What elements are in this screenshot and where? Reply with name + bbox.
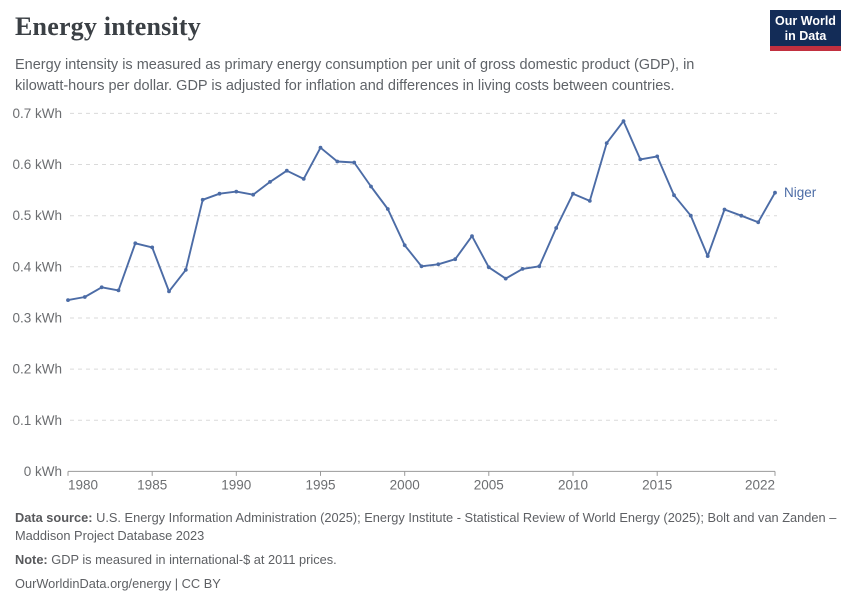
x-axis: 1980 1985 1990 1995 2000 2005 2010 2015 2022 — [67, 471, 776, 492]
data-point — [301, 177, 306, 181]
x-tick-label: 1995 — [305, 477, 335, 492]
chart-subtitle: Energy intensity is measured as primary … — [15, 55, 755, 97]
data-point — [82, 295, 87, 299]
data-point — [369, 184, 373, 189]
data-point — [150, 245, 155, 250]
data-point — [722, 207, 727, 212]
note-text: GDP is measured in international-$ at 20… — [51, 552, 337, 568]
data-source-line: Data source: U.S. Energy Information Adm… — [15, 509, 837, 545]
data-point — [284, 168, 289, 173]
data-point — [116, 288, 121, 293]
owid-logo-line1: Our World — [775, 14, 836, 28]
data-point — [587, 199, 592, 203]
data-point — [251, 192, 256, 197]
chart-footer: Data source: U.S. Energy Information Adm… — [15, 509, 837, 600]
y-grid: 0 kWh 0.1 kWh 0.2 kWh 0.3 kWh 0.4 kWh 0.5 kWh… — [12, 106, 777, 479]
data-point — [571, 191, 575, 196]
data-point — [756, 220, 761, 225]
data-point — [672, 193, 676, 198]
data-point — [621, 119, 626, 123]
x-tick-label: 2010 — [558, 477, 588, 492]
data-point — [655, 154, 660, 159]
x-tick-label: 2000 — [390, 477, 420, 492]
y-tick-label: 0.3 kWh — [12, 311, 62, 326]
data-point — [200, 197, 205, 202]
citation-line: OurWorldinData.org/energy | CC BY — [15, 576, 221, 592]
data-point — [486, 265, 491, 270]
owid-logo-line2: in Data — [784, 29, 827, 44]
data-point — [773, 190, 777, 195]
x-tick-label: 1985 — [137, 477, 167, 492]
subtitle-line-1: Energy intensity is measured as primary … — [15, 57, 695, 73]
data-point — [554, 226, 559, 230]
data-point — [183, 268, 188, 272]
note-label: Note: — [15, 552, 48, 568]
data-points — [66, 119, 777, 302]
data-point — [688, 213, 693, 218]
data-point — [470, 234, 474, 239]
x-tick-label: 2022 — [745, 477, 775, 492]
data-point — [268, 180, 272, 184]
data-point — [99, 285, 104, 290]
data-point — [537, 264, 542, 269]
y-tick-label: 0.5 kWh — [12, 208, 62, 223]
data-point — [352, 160, 357, 165]
series-label: Niger — [784, 185, 817, 200]
data-point — [167, 289, 171, 294]
subtitle-line-2: kilowatt-hours per dollar. GDP is adjust… — [15, 78, 675, 95]
data-point — [402, 243, 407, 248]
y-tick-label: 0.2 kWh — [12, 362, 62, 377]
data-point — [739, 213, 744, 218]
y-tick-label: 0.1 kWh — [12, 413, 62, 428]
x-tick-label: 2005 — [474, 477, 504, 492]
data-point — [318, 145, 323, 150]
data-source-label: Data source: — [15, 510, 93, 525]
data-point — [520, 267, 525, 271]
data-point — [453, 257, 458, 262]
data-point — [66, 298, 70, 302]
owid-logo: Our World in Data — [770, 10, 841, 51]
data-point — [217, 191, 222, 196]
x-tick-label: 2015 — [642, 477, 672, 492]
page-title: Energy intensity — [15, 12, 201, 41]
data-line — [67, 120, 776, 302]
data-point — [436, 262, 441, 267]
y-tick-label: 0.6 kWh — [12, 157, 62, 172]
data-point — [503, 276, 508, 281]
note-line: Note: GDP is measured in international-$… — [15, 551, 837, 569]
data-point — [335, 159, 340, 164]
x-tick-label: 1980 — [68, 477, 98, 492]
data-point — [705, 254, 710, 258]
y-tick-label: 0 kWh — [24, 464, 62, 479]
data-point — [385, 207, 390, 211]
data-point — [638, 157, 643, 162]
data-point — [133, 241, 138, 246]
y-tick-label: 0.7 kWh — [12, 106, 62, 121]
data-source-text: U.S. Energy Information Administration (… — [15, 510, 837, 544]
data-point — [234, 189, 239, 194]
data-point — [604, 141, 609, 146]
y-tick-label: 0.4 kWh — [12, 259, 62, 274]
data-point — [419, 264, 424, 269]
x-tick-label: 1990 — [221, 477, 251, 492]
